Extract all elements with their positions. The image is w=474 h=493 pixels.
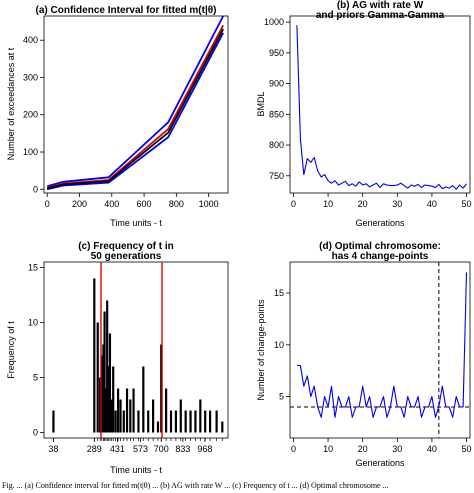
y-axis-label: BMDL: [256, 91, 266, 116]
panel-title-line: 50 generations: [91, 251, 162, 262]
x-tick-label: 700: [154, 444, 169, 454]
y-tick-label: 1000: [264, 17, 284, 27]
x-tick-label: 40: [427, 199, 437, 209]
x-axis-label: Time units - t: [110, 218, 162, 228]
panel-title: (a) Confidence Interval for fitted m(t|θ…: [36, 5, 217, 16]
x-tick-label: 289: [87, 444, 102, 454]
x-axis-label: Generations: [355, 218, 405, 228]
x-tick-label: 800: [169, 199, 184, 209]
series-line: [46, 15, 224, 188]
y-tick-label: 200: [23, 110, 38, 120]
y-tick-label: 900: [269, 79, 284, 89]
panel-title: (d) Optimal chromosome: has 4 change-poin…: [319, 241, 441, 262]
y-tick-label: 10: [274, 340, 284, 350]
plot-frame: [43, 15, 229, 194]
y-tick-label: 0: [33, 428, 38, 438]
y-axis-label: Number of exceedances at t: [6, 47, 16, 160]
series-line: [296, 25, 467, 190]
x-tick-label: 10: [323, 444, 333, 454]
panel-title-line: (c) Frequency of t in: [78, 241, 174, 252]
panel-title-line: (d) Optimal chromosome:: [319, 241, 441, 252]
y-tick-label: 10: [28, 318, 38, 328]
x-tick-label: 30: [392, 199, 402, 209]
panel-d-change-points: (d) Optimal chromosome: has 4 change-poin…: [256, 241, 472, 468]
x-tick-label: 600: [137, 199, 152, 209]
x-tick-label: 40: [427, 444, 437, 454]
series-line: [46, 28, 224, 190]
figure-caption: Fig. ... (a) Confidence interval for fit…: [2, 481, 389, 490]
panel-c-frequency-bars: (c) Frequency of t in 50 generations Time …: [6, 241, 229, 475]
y-tick-label: 15: [274, 288, 284, 298]
x-tick-label: 0: [291, 199, 296, 209]
y-tick-label: 0: [33, 184, 38, 194]
x-axis-label: Time units - t: [110, 465, 162, 475]
x-tick-label: 0: [45, 199, 50, 209]
x-tick-label: 38: [48, 444, 58, 454]
series-line: [46, 32, 224, 191]
x-tick-label: 431: [110, 444, 125, 454]
y-tick-label: 5: [33, 373, 38, 383]
x-tick-label: 833: [175, 444, 190, 454]
x-tick-label: 968: [197, 444, 212, 454]
panel-title-line: has 4 change-points: [332, 251, 429, 262]
panel-title-line: (b) AG with rate W: [337, 0, 424, 11]
x-tick-label: 20: [358, 199, 368, 209]
x-tick-label: 30: [392, 444, 402, 454]
panel-title-line: (a) Confidence Interval for fitted m(t|θ…: [36, 5, 217, 16]
y-tick-label: 800: [269, 140, 284, 150]
x-tick-label: 573: [133, 444, 148, 454]
x-axis-label: Generations: [355, 458, 405, 468]
y-tick-label: 15: [28, 263, 38, 273]
y-tick-label: 750: [269, 171, 284, 181]
y-tick-label: 950: [269, 48, 284, 58]
y-tick-label: 5: [279, 392, 284, 402]
series-line: [296, 272, 468, 418]
x-tick-label: 20: [358, 444, 368, 454]
x-tick-label: 400: [104, 199, 119, 209]
y-axis-label: Number of change-points: [256, 299, 266, 401]
y-tick-label: 100: [23, 147, 38, 157]
panel-title-line: and priors Gamma-Gamma: [316, 10, 445, 21]
plot-frame: [289, 15, 471, 194]
x-tick-label: 50: [462, 444, 472, 454]
y-tick-label: 850: [269, 109, 284, 119]
x-tick-label: 1000: [199, 199, 219, 209]
y-tick-label: 400: [23, 35, 38, 45]
plot-frame: [289, 261, 471, 439]
x-tick-label: 0: [291, 444, 296, 454]
plot-frame: [43, 261, 229, 439]
x-tick-label: 10: [323, 199, 333, 209]
x-tick-label: 200: [72, 199, 87, 209]
panel-a-confidence-interval: (a) Confidence Interval for fitted m(t|θ…: [6, 5, 229, 228]
y-axis-label: Frequency of t: [6, 321, 16, 379]
panel-title: (c) Frequency of t in 50 generations: [78, 241, 174, 262]
y-tick-label: 300: [23, 72, 38, 82]
x-tick-label: 50: [462, 199, 472, 209]
